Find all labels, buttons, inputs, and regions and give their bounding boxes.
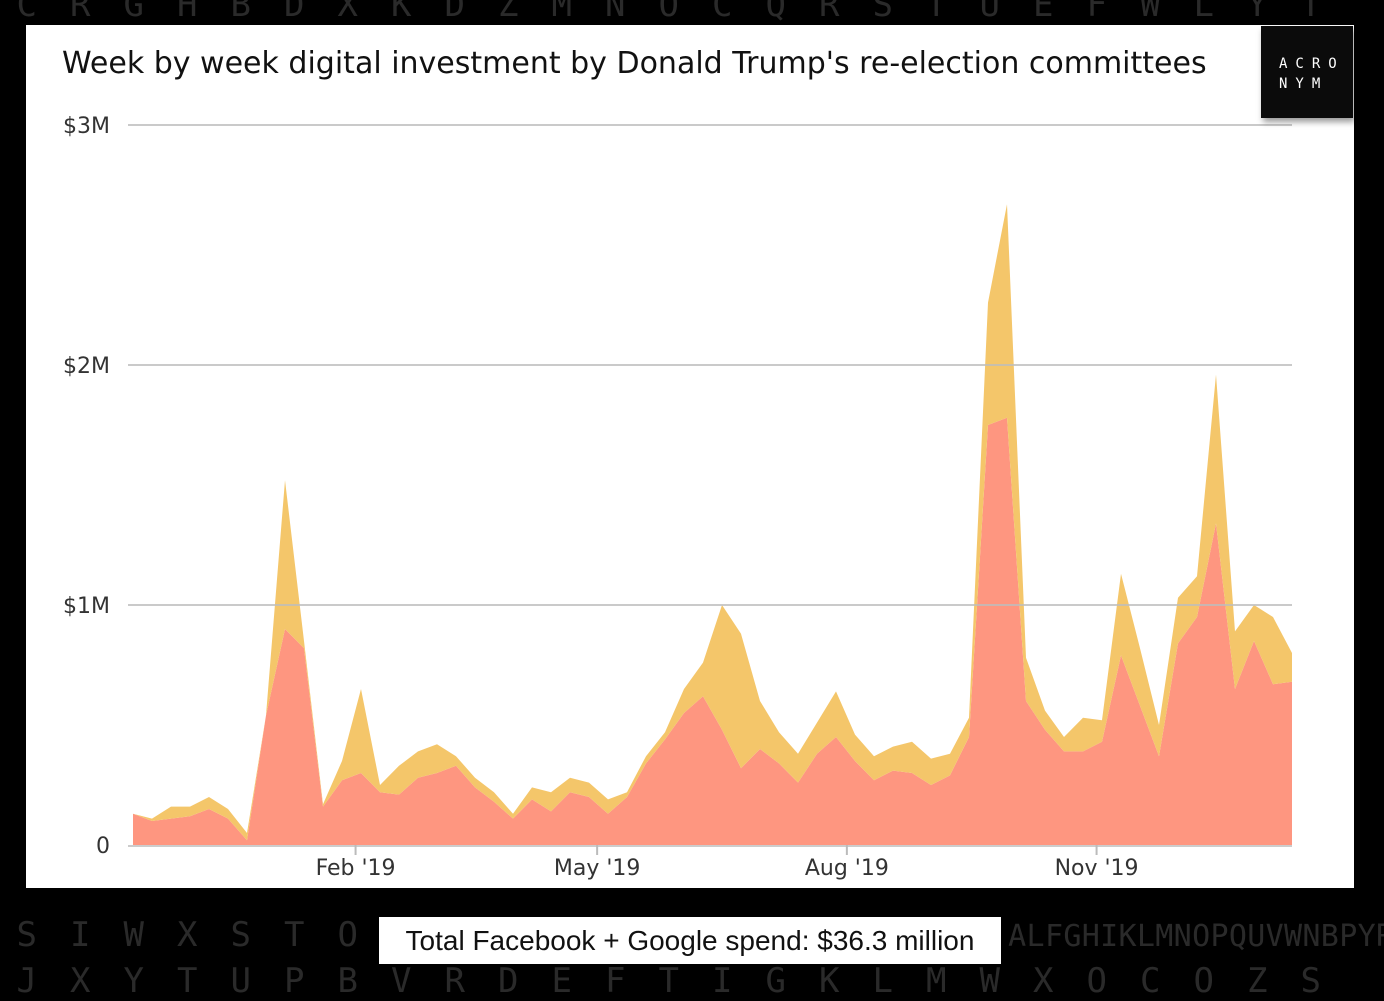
background-letter: B — [1320, 919, 1339, 954]
background-letter: X — [337, 0, 358, 25]
background-letter: O — [1086, 961, 1107, 1001]
background-letter: V — [1265, 919, 1284, 954]
background-letter: B — [230, 0, 251, 25]
background-letter: Q — [765, 0, 786, 25]
y-tick-label: $2M — [63, 354, 110, 379]
background-letter: H — [1081, 919, 1100, 954]
background-letter: O — [337, 915, 358, 955]
background-letter: T — [658, 961, 679, 1001]
y-tick-label: $3M — [63, 114, 110, 139]
background-letter: N — [1302, 919, 1321, 954]
background-letter: I — [712, 961, 733, 1001]
background-letter: F — [605, 961, 626, 1001]
background-letter: Z — [1247, 961, 1268, 1001]
background-letter: I — [1100, 919, 1119, 954]
background-letter: P — [1210, 919, 1229, 954]
background-letter: K — [391, 0, 412, 25]
x-tick-label: May '19 — [554, 856, 641, 881]
background-letter: X — [1033, 961, 1054, 1001]
background-letter: O — [658, 0, 679, 25]
background-letter: B — [337, 961, 358, 1001]
background-letter: W — [1284, 919, 1303, 954]
background-letter: P — [1339, 919, 1358, 954]
background-letter: R — [819, 0, 840, 25]
background-letter: Q — [1228, 919, 1247, 954]
background-letter: V — [391, 961, 412, 1001]
background-letter: S — [230, 915, 251, 955]
background-letter: G — [123, 0, 144, 25]
background-letter: D — [498, 961, 519, 1001]
logo-line-1: ACRO — [1279, 56, 1345, 72]
background-letter: I — [70, 915, 91, 955]
background-letter: T — [1300, 0, 1321, 25]
background-letter: U — [979, 0, 1000, 25]
background-letter: S — [872, 0, 893, 25]
background-letter: U — [1247, 919, 1266, 954]
background-letter: M — [926, 961, 947, 1001]
background-letter: S — [16, 915, 37, 955]
x-tick-label: Nov '19 — [1055, 856, 1139, 881]
background-letter: D — [284, 0, 305, 25]
background-letter: L — [1026, 919, 1045, 954]
acronym-logo: ACRO NYM — [1261, 26, 1353, 118]
background-letter: N — [1173, 919, 1192, 954]
background-letter: C — [712, 0, 733, 25]
background-letter: Y — [123, 961, 144, 1001]
area-series-0 — [133, 417, 1292, 845]
background-letter: N — [605, 0, 626, 25]
logo-line-2: NYM — [1279, 76, 1329, 92]
background-letters-middle: SIWXSTOALFGHIKLMNOPQUVWNBPYR — [0, 916, 1384, 956]
background-letter: L — [872, 961, 893, 1001]
background-letter: R — [70, 0, 91, 25]
background-letter: R — [1376, 918, 1384, 956]
background-letter: R — [444, 961, 465, 1001]
background-letter: X — [177, 915, 198, 955]
background-letter: O — [1192, 919, 1211, 954]
background-letter: M — [551, 0, 572, 25]
background-letter: W — [123, 915, 144, 955]
y-tick-label: $1M — [63, 594, 110, 619]
background-letter: O — [1193, 961, 1214, 1001]
background-letter: F — [1086, 0, 1107, 25]
background-letter: M — [1155, 919, 1174, 954]
background-letter: A — [1008, 919, 1027, 954]
background-letter: L — [1193, 0, 1214, 25]
background-letter: W — [979, 961, 1000, 1001]
background-letter: G — [1063, 919, 1082, 954]
background-letter: E — [1033, 0, 1054, 25]
y-tick-label: 0 — [96, 834, 110, 859]
background-letter: Z — [498, 0, 519, 25]
background-letter: F — [1044, 919, 1063, 954]
background-letter: X — [70, 961, 91, 1001]
background-letter: K — [1118, 919, 1137, 954]
x-tick-label: Aug '19 — [805, 856, 889, 881]
background-letter: W — [1140, 0, 1161, 25]
background-letter: E — [551, 961, 572, 1001]
background-letter: L — [1136, 919, 1155, 954]
background-letter: Y — [1357, 919, 1376, 954]
background-letter: C — [1140, 961, 1161, 1001]
background-letter: G — [765, 961, 786, 1001]
background-letter: T — [284, 915, 305, 955]
background-letter: D — [444, 0, 465, 25]
background-letter: J — [16, 961, 37, 1001]
background-letter: Y — [1247, 0, 1268, 25]
background-letter: T — [177, 961, 198, 1001]
total-spend-caption: Total Facebook + Google spend: $36.3 mil… — [379, 917, 1001, 964]
background-letter: H — [177, 0, 198, 25]
background-letter: C — [16, 0, 37, 25]
background-letter: K — [819, 961, 840, 1001]
background-letter: P — [284, 961, 305, 1001]
background-letter: T — [926, 0, 947, 25]
x-tick-label: Feb '19 — [316, 856, 396, 881]
area-series-1 — [133, 204, 1292, 841]
background-letter: S — [1300, 961, 1321, 1001]
chart-title: Week by week digital investment by Donal… — [62, 46, 1207, 81]
background-letter: U — [230, 961, 251, 1001]
